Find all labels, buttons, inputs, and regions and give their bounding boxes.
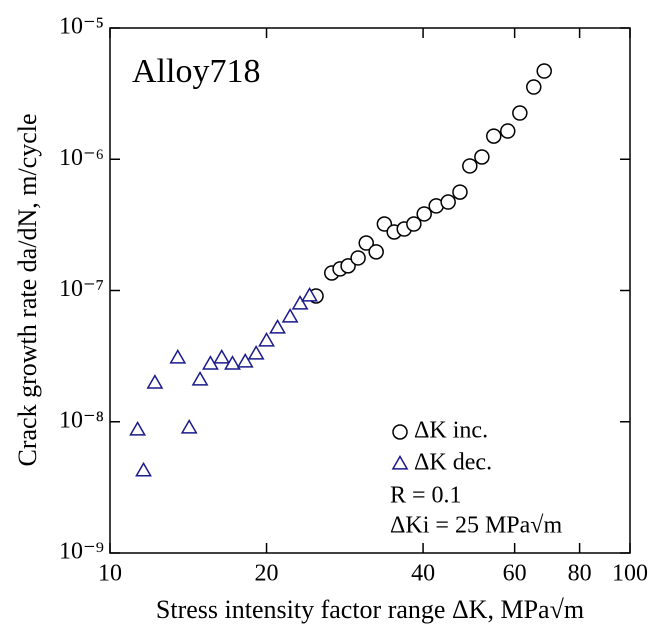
data-point bbox=[350, 250, 366, 266]
x-axis-label: Stress intensity factor range ΔK, MPa√m bbox=[156, 595, 584, 624]
data-point bbox=[368, 244, 384, 260]
data-point bbox=[146, 374, 164, 389]
legend-marker bbox=[391, 454, 409, 470]
data-point bbox=[224, 355, 241, 370]
y-tick-label: 10⁻⁸ bbox=[59, 407, 104, 433]
y-tick-label: 10⁻⁶ bbox=[59, 145, 104, 171]
x-tick-label: 20 bbox=[255, 561, 279, 587]
data-point bbox=[376, 216, 393, 232]
data-point bbox=[500, 123, 516, 139]
x-tick-label: 10 bbox=[98, 561, 122, 587]
annotation: R = 0.1 bbox=[390, 483, 462, 509]
data-point bbox=[406, 216, 422, 232]
legend-label: ΔK dec. bbox=[414, 450, 492, 476]
data-point bbox=[169, 348, 187, 364]
data-point bbox=[358, 235, 374, 251]
data-point bbox=[291, 295, 309, 310]
y-tick-label: 10⁻⁹ bbox=[59, 539, 104, 565]
data-point bbox=[486, 128, 502, 144]
data-point bbox=[258, 332, 275, 347]
plot-frame bbox=[109, 27, 631, 554]
x-tick-label: 100 bbox=[612, 561, 648, 587]
data-point bbox=[416, 206, 432, 222]
data-point bbox=[536, 63, 552, 79]
data-point bbox=[474, 149, 490, 165]
data-point bbox=[129, 421, 147, 436]
data-point bbox=[191, 371, 209, 386]
chart-title: Alloy718 bbox=[132, 53, 260, 90]
x-tick-label: 80 bbox=[568, 561, 592, 587]
data-point bbox=[213, 348, 231, 364]
data-point bbox=[512, 105, 528, 121]
data-point bbox=[452, 184, 468, 200]
data-point bbox=[135, 461, 152, 477]
x-tick-label: 40 bbox=[411, 561, 435, 587]
data-point bbox=[462, 158, 478, 174]
data-point bbox=[180, 419, 198, 434]
data-point bbox=[269, 318, 286, 334]
legend-label: ΔK inc. bbox=[414, 418, 488, 444]
data-point bbox=[526, 79, 542, 95]
legend-marker bbox=[392, 424, 408, 440]
data-point bbox=[340, 258, 356, 274]
y-tick-label: 10⁻⁷ bbox=[59, 276, 104, 302]
data-point bbox=[301, 286, 319, 302]
x-tick-label: 60 bbox=[503, 561, 527, 587]
data-point bbox=[236, 353, 254, 368]
annotation: ΔKi = 25 MPa√m bbox=[390, 513, 562, 539]
y-tick-label: 10⁻⁵ bbox=[59, 14, 104, 40]
data-point bbox=[440, 194, 456, 210]
y-axis-label: Crack growth rate da/dN, m/cycle bbox=[13, 113, 42, 466]
data-point bbox=[247, 345, 265, 360]
data-point bbox=[281, 308, 299, 323]
